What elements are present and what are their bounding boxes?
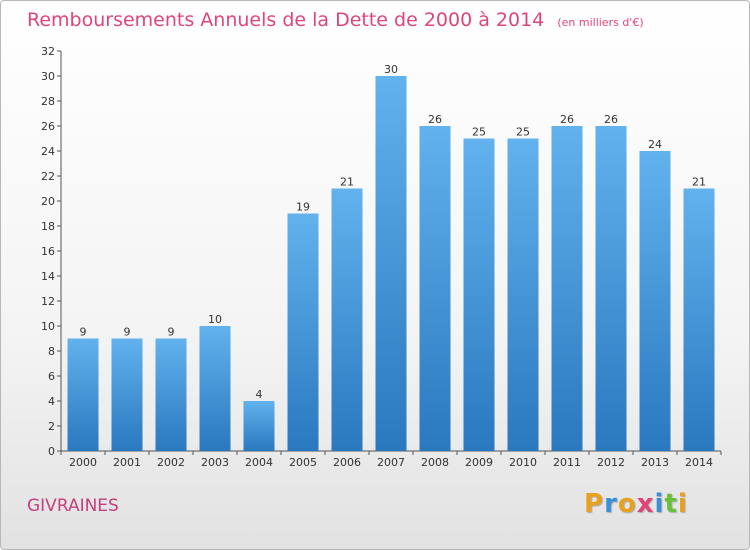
y-tick-label: 14 xyxy=(41,270,55,283)
data-label-2009: 25 xyxy=(472,126,486,139)
x-tick-label-2006: 2006 xyxy=(333,456,361,469)
y-tick-label: 12 xyxy=(41,295,55,308)
bar-2003 xyxy=(199,326,231,451)
y-tick-label: 22 xyxy=(41,170,55,183)
bar-2013 xyxy=(639,151,671,451)
data-label-2013: 24 xyxy=(648,138,662,151)
logo-letter: r xyxy=(604,489,618,519)
x-tick-label-2002: 2002 xyxy=(157,456,185,469)
y-tick-label: 10 xyxy=(41,320,55,333)
x-tick-label-2009: 2009 xyxy=(465,456,493,469)
data-label-2002: 9 xyxy=(168,326,175,339)
logo-letter: i xyxy=(654,489,665,519)
logo-letter: P xyxy=(584,489,605,519)
x-tick-label-2013: 2013 xyxy=(641,456,669,469)
x-tick-label-2001: 2001 xyxy=(113,456,141,469)
y-tick-label: 18 xyxy=(41,220,55,233)
chart-title: Remboursements Annuels de la Dette de 20… xyxy=(27,9,545,31)
y-tick-label: 24 xyxy=(41,145,55,158)
data-label-2010: 25 xyxy=(516,126,530,139)
bar-2002 xyxy=(155,338,187,451)
y-tick-label: 4 xyxy=(48,395,55,408)
x-tick-label-2012: 2012 xyxy=(597,456,625,469)
x-tick-label-2010: 2010 xyxy=(509,456,537,469)
y-tick-label: 2 xyxy=(48,420,55,433)
bars-group xyxy=(67,76,715,451)
proxiti-logo: Proxiti xyxy=(584,489,688,519)
logo-letter: t xyxy=(664,489,678,519)
x-tick-label-2000: 2000 xyxy=(69,456,97,469)
bar-2004 xyxy=(243,401,275,451)
logo-letter: i xyxy=(677,489,688,519)
data-label-2008: 26 xyxy=(428,113,442,126)
bar-2009 xyxy=(463,138,495,451)
bar-2011 xyxy=(551,126,583,451)
commune-name: GIVRAINES xyxy=(27,496,119,516)
data-label-2001: 9 xyxy=(124,326,131,339)
bar-2001 xyxy=(111,338,143,451)
data-label-2011: 26 xyxy=(560,113,574,126)
x-tick-label-2003: 2003 xyxy=(201,456,229,469)
y-tick-label: 26 xyxy=(41,120,55,133)
bar-2014 xyxy=(683,188,715,451)
x-tick-label-2007: 2007 xyxy=(377,456,405,469)
bar-2007 xyxy=(375,76,407,451)
x-tick-label-2011: 2011 xyxy=(553,456,581,469)
data-label-2007: 30 xyxy=(384,63,398,76)
chart-subtitle: (en milliers d'€) xyxy=(557,16,644,29)
bar-2005 xyxy=(287,213,319,451)
bar-2000 xyxy=(67,338,99,451)
y-tick-label: 20 xyxy=(41,195,55,208)
y-tick-label: 32 xyxy=(41,45,55,58)
y-tick-label: 30 xyxy=(41,70,55,83)
labels-group: 9 2000 9 2001 9 2002 10 2003 4 2004 19 2005 21 2006 30… xyxy=(69,63,713,469)
x-tick-label-2008: 2008 xyxy=(421,456,449,469)
data-label-2006: 21 xyxy=(340,176,354,189)
y-tick-label: 8 xyxy=(48,345,55,358)
logo-letter: x xyxy=(636,489,655,519)
bar-2006 xyxy=(331,188,363,451)
logo-letter: o xyxy=(617,489,637,519)
data-label-2014: 21 xyxy=(692,176,706,189)
data-label-2004: 4 xyxy=(256,388,263,401)
y-tick-label: 0 xyxy=(48,445,55,458)
y-tick-label: 28 xyxy=(41,95,55,108)
y-tick-label: 6 xyxy=(48,370,55,383)
x-tick-label-2005: 2005 xyxy=(289,456,317,469)
x-tick-label-2014: 2014 xyxy=(685,456,713,469)
bar-2008 xyxy=(419,126,451,451)
title-row: Remboursements Annuels de la Dette de 20… xyxy=(27,9,644,31)
data-label-2003: 10 xyxy=(208,313,222,326)
data-label-2000: 9 xyxy=(80,326,87,339)
bar-2012 xyxy=(595,126,627,451)
data-label-2012: 26 xyxy=(604,113,618,126)
y-tick-label: 16 xyxy=(41,245,55,258)
bar-2010 xyxy=(507,138,539,451)
x-tick-label-2004: 2004 xyxy=(245,456,273,469)
data-label-2005: 19 xyxy=(296,201,310,214)
